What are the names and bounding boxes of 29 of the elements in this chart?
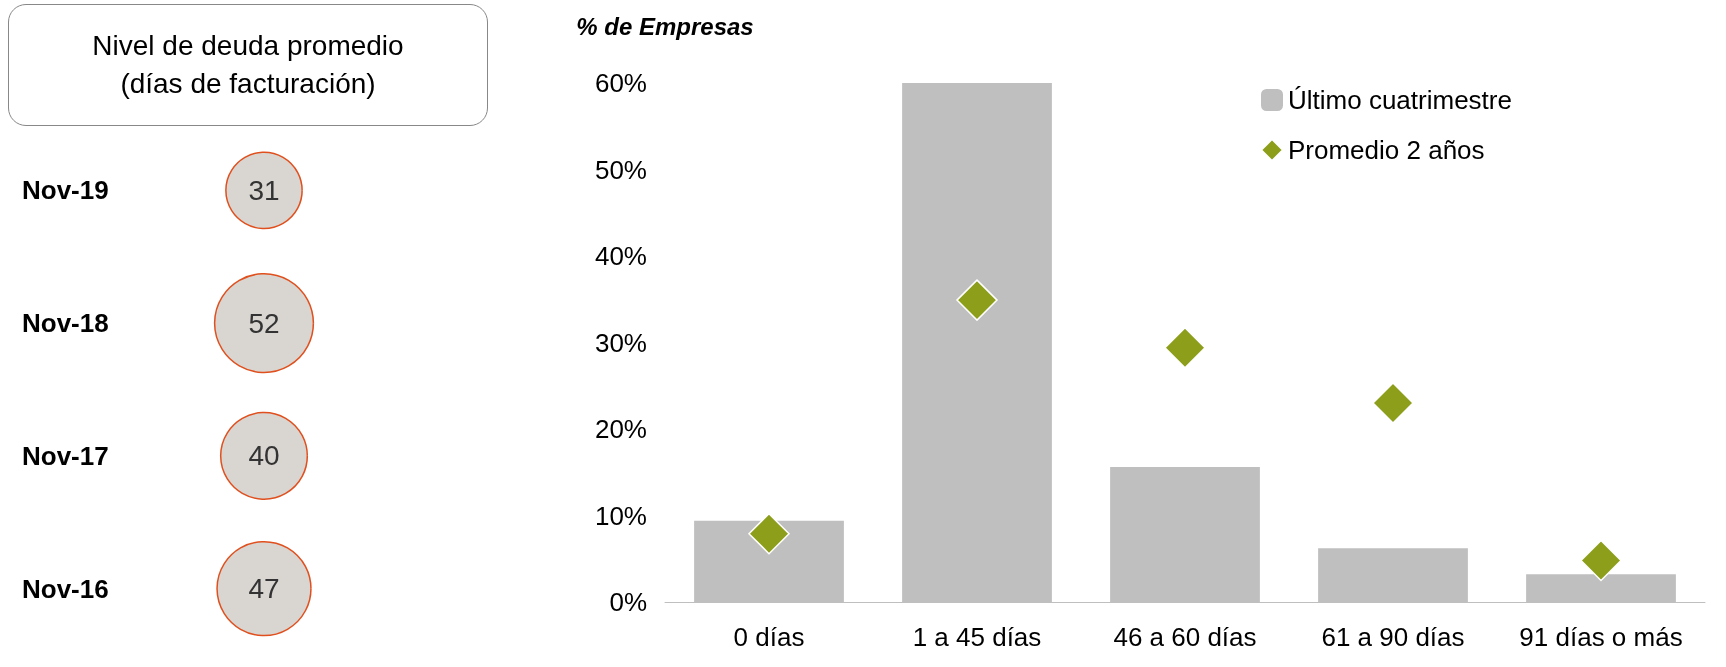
point [1580,539,1622,582]
point [748,512,790,555]
y-tick-label: 40% [594,241,647,271]
y-tick-label: 10% [594,500,647,531]
x-tick-label: 91 días o más [1519,622,1683,652]
x-tick-label: 0 días [733,622,805,652]
y-tick-label: 50% [594,154,647,185]
category-label: Nov-17 [22,440,109,471]
point [1164,326,1206,369]
point [1372,382,1414,424]
data-label: 31 [248,174,280,206]
legend-label: Promedio 2 años [1288,135,1485,165]
category-label: Nov-16 [22,573,109,604]
legend-label: Último cuatrimestre [1288,85,1512,115]
data-label: 52 [248,307,280,339]
y-axis-title: % de Empresas [576,12,754,40]
x-tick-label: 1 a 45 días [912,622,1042,652]
data-label: 40 [248,440,280,472]
point [956,279,998,321]
category-label: Nov-18 [22,308,109,339]
data-label: 47 [248,573,280,605]
x-tick-label: 46 a 60 días [1113,622,1257,652]
y-tick-label: 20% [594,414,647,444]
x-tick-label: 61 a 90 días [1321,622,1465,652]
y-tick-label: 0% [609,587,647,617]
category-label: Nov-19 [22,175,109,206]
text: Nivel de deuda promedio (días de facturación) [91,29,405,101]
y-tick-label: 60% [594,68,647,98]
y-tick-label: 30% [594,327,647,358]
